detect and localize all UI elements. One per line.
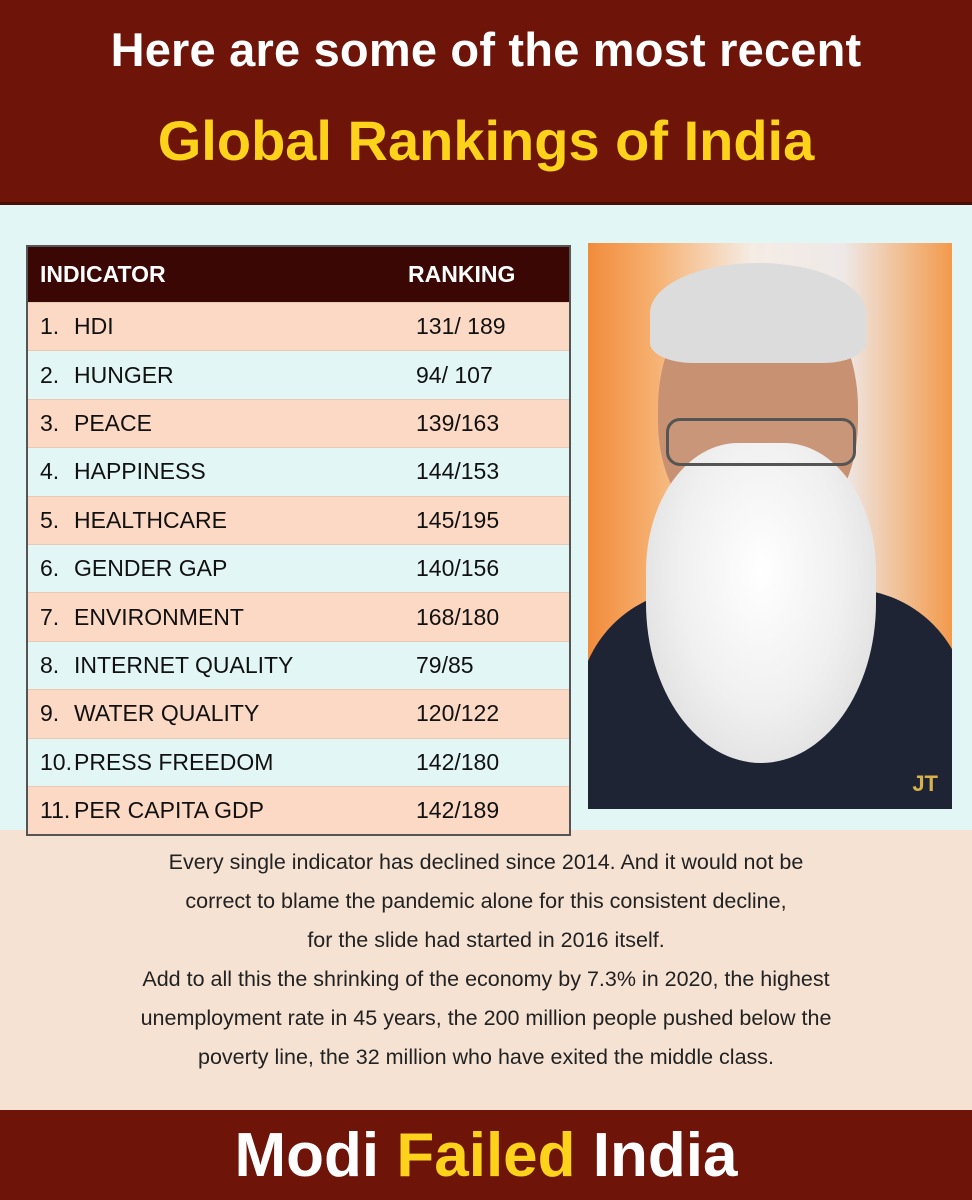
- ranking-value: 168/180: [416, 603, 500, 630]
- row-number: 7.: [40, 603, 60, 630]
- ranking-value: 120/122: [416, 700, 500, 727]
- slogan-word-modi: Modi: [234, 1121, 380, 1190]
- watermark-label: JT: [912, 771, 938, 796]
- row-number: 8.: [40, 651, 60, 678]
- table-row: 2. HUNGER 94/ 107: [28, 350, 569, 399]
- indicator-name: HAPPINESS: [74, 458, 206, 485]
- commentary-line: unemployment rate in 45 years, the 200 m…: [140, 1006, 832, 1030]
- footer-slogan: Modi Failed India: [0, 1120, 972, 1191]
- table-body: 1. HDI 131/ 189 2. HUNGER 94/ 107 3. PEACE 139/1…: [28, 302, 569, 835]
- commentary-line: Every single indicator has declined sinc…: [168, 850, 804, 874]
- row-number: 2.: [40, 361, 60, 388]
- ranking-value: 142/180: [416, 748, 500, 775]
- slogan-word-india: India: [592, 1121, 738, 1190]
- photo-beard: [646, 443, 876, 763]
- indicator-name: HEALTHCARE: [74, 506, 227, 533]
- ranking-value: 94/ 107: [416, 361, 493, 388]
- row-number: 3.: [40, 409, 60, 436]
- table-row: 10. PRESS FREEDOM 142/180: [28, 737, 569, 786]
- ranking-value: 139/163: [416, 409, 500, 436]
- ranking-value: 140/156: [416, 555, 500, 582]
- table-row: 1. HDI 131/ 189: [28, 302, 569, 351]
- ranking-value: 142/189: [416, 797, 500, 824]
- table-row: 11. PER CAPITA GDP 142/189: [28, 785, 569, 835]
- indicator-name: PER CAPITA GDP: [74, 797, 265, 824]
- row-number: 9.: [40, 700, 60, 727]
- table-row: 4. HAPPINESS 144/153: [28, 447, 569, 496]
- indicator-name: HUNGER: [74, 361, 174, 388]
- row-number: 10.: [40, 748, 72, 775]
- table-header: INDICATOR RANKING: [28, 247, 569, 302]
- indicator-name: PRESS FREEDOM: [74, 748, 274, 775]
- ranking-value: 79/85: [416, 651, 474, 678]
- footer-banner: Modi Failed India: [0, 1110, 972, 1200]
- indicator-name: PEACE: [74, 409, 152, 436]
- indicator-name: INTERNET QUALITY: [74, 651, 294, 678]
- commentary-line: correct to blame the pandemic alone for …: [185, 889, 787, 913]
- table-row: 5. HEALTHCARE 145/195: [28, 495, 569, 544]
- rankings-table: INDICATOR RANKING 1. HDI 131/ 189 2. HUNGER 9…: [26, 245, 571, 837]
- ranking-value: 145/195: [416, 506, 500, 533]
- row-number: 5.: [40, 506, 60, 533]
- table-row: 6. GENDER GAP 140/156: [28, 543, 569, 593]
- table-row: 8. INTERNET QUALITY 79/85: [28, 640, 569, 690]
- headline-intro: Here are some of the most recent: [110, 23, 862, 76]
- ranking-column-header: RANKING: [408, 261, 516, 287]
- table-row: 9. WATER QUALITY 120/122: [28, 689, 569, 738]
- row-number: 6.: [40, 555, 60, 582]
- table-row: 3. PEACE 139/163: [28, 398, 569, 448]
- indicator-column-header: INDICATOR: [40, 261, 166, 287]
- row-number: 11.: [40, 797, 71, 824]
- indicator-name: ENVIRONMENT: [74, 603, 244, 630]
- commentary-paragraph: Every single indicator has declined sinc…: [20, 843, 952, 1077]
- row-number: 1.: [40, 313, 60, 340]
- slogan-word-failed: Failed: [396, 1121, 576, 1190]
- ranking-value: 144/153: [416, 458, 500, 485]
- table-row: 7. ENVIRONMENT 168/180: [28, 592, 569, 641]
- indicator-name: GENDER GAP: [74, 555, 228, 582]
- commentary-line: Add to all this the shrinking of the eco…: [142, 967, 830, 991]
- indicator-name: HDI: [74, 313, 114, 340]
- row-number: 4.: [40, 458, 60, 485]
- commentary-line: poverty line, the 32 million who have ex…: [197, 1045, 775, 1069]
- photo-hair: [650, 263, 866, 363]
- indicator-name: WATER QUALITY: [74, 700, 260, 727]
- headline-title: Global Rankings of India: [157, 109, 815, 172]
- header-banner: Here are some of the most recent Global …: [0, 0, 972, 205]
- photo-glasses: [666, 418, 856, 466]
- commentary-line: for the slide had started in 2016 itself…: [307, 928, 665, 952]
- ranking-value: 131/ 189: [416, 313, 506, 340]
- portrait-photo: JT: [588, 243, 952, 809]
